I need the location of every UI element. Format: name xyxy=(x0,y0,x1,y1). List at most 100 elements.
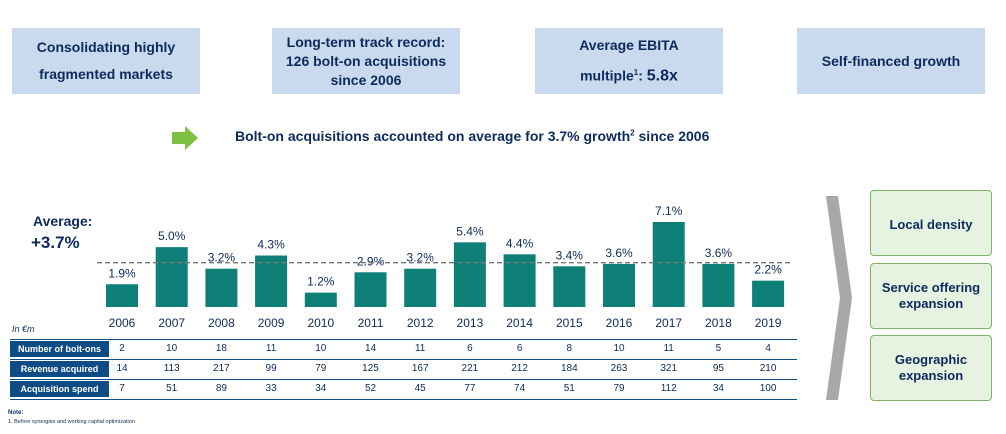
kpi-box-markets: Consolidating highly fragmented markets xyxy=(12,28,200,94)
table-cell: 100 xyxy=(759,383,777,394)
kpi-box-self-financed-line1: Self-financed growth xyxy=(821,52,961,69)
table-cell: 10 xyxy=(166,343,178,354)
table-cell: 74 xyxy=(514,383,526,394)
table-cell: 51 xyxy=(563,383,575,394)
value-label-2018: 3.6% xyxy=(705,246,733,260)
kpi-box-ebita-line2: multiple1: 5.8x xyxy=(580,63,678,86)
table-cell: 95 xyxy=(712,363,724,374)
bar-2016 xyxy=(603,263,635,307)
bar-2009 xyxy=(255,255,288,307)
value-label-2011: 2.9% xyxy=(357,254,385,268)
x-tick-2012: 2012 xyxy=(407,316,434,330)
headline-text: Bolt-on acquisitions accounted on averag… xyxy=(235,128,631,144)
kpi-box-ebita-value: 5.8x xyxy=(646,67,678,85)
table-cell: 112 xyxy=(660,383,677,394)
table-cell: 10 xyxy=(613,343,625,354)
x-tick-2007: 2007 xyxy=(158,316,185,330)
bar-2007 xyxy=(155,247,188,307)
table-cell: 217 xyxy=(213,363,230,374)
table-divider xyxy=(10,339,797,340)
table-cell: 51 xyxy=(166,383,178,394)
headline: Bolt-on acquisitions accounted on averag… xyxy=(235,128,709,144)
value-label-2009: 4.3% xyxy=(257,238,285,252)
table-cell: 5 xyxy=(715,343,722,354)
value-label-2016: 3.6% xyxy=(605,246,633,260)
table-cell: 4 xyxy=(765,343,771,354)
kpi-box-track-line3: since 2006 xyxy=(330,71,402,88)
kpi-box-track-line2: 126 bolt-on acquisitions xyxy=(285,52,447,69)
table-divider xyxy=(10,399,797,400)
table-cell: 11 xyxy=(414,343,426,354)
table-cell: 167 xyxy=(411,363,429,374)
table-row-label: Revenue acquired xyxy=(10,361,109,377)
note-title: Note: xyxy=(8,410,24,416)
table-cell: 6 xyxy=(516,343,523,354)
x-tick-2010: 2010 xyxy=(307,316,334,330)
value-label-2008: 3.2% xyxy=(208,251,236,265)
kpi-box-track-record: Long-term track record: 126 bolt-on acqu… xyxy=(272,28,460,94)
table-cell: 18 xyxy=(215,343,227,354)
kpi-box-markets-line2: fragmented markets xyxy=(39,66,173,82)
value-label-2013: 5.4% xyxy=(456,224,484,238)
note-text: 1. Before synergies and working capital … xyxy=(8,419,135,425)
bar-2019 xyxy=(752,280,785,307)
table-divider xyxy=(10,359,797,360)
table-row-label: Acquisition spend xyxy=(10,381,109,397)
table-cell: 77 xyxy=(464,383,476,394)
kpi-box-markets-line1: Consolidating highly xyxy=(36,39,176,55)
table-cell: 11 xyxy=(663,343,674,354)
table-cell: 14 xyxy=(116,363,128,374)
kpi-box-ebita: Average EBITA multiple1: 5.8x xyxy=(535,28,723,94)
x-tick-2017: 2017 xyxy=(655,316,682,330)
kpi-box-track-line1: Long-term track record: xyxy=(286,33,446,50)
kpi-box-ebita-colon: : xyxy=(638,67,647,84)
unit-label: In €m xyxy=(12,324,35,334)
x-tick-2014: 2014 xyxy=(506,316,533,330)
x-tick-2009: 2009 xyxy=(258,316,285,330)
kpi-box-ebita-footnote: 1 xyxy=(633,68,639,78)
table-cell: 79 xyxy=(613,383,625,394)
side-box-local-density: Local density xyxy=(870,190,992,256)
x-tick-2011: 2011 xyxy=(358,316,384,330)
table-cell: 11 xyxy=(265,343,277,354)
average-value: +3.7% xyxy=(31,233,80,252)
bar-2006 xyxy=(106,284,138,307)
table-cell: 6 xyxy=(467,343,473,354)
x-tick-2008: 2008 xyxy=(208,316,235,330)
table-cell: 221 xyxy=(461,363,479,374)
table-cell: 210 xyxy=(759,363,777,374)
table-cell: 79 xyxy=(315,363,327,374)
x-tick-2006: 2006 xyxy=(109,316,136,330)
table-row-label: Number of bolt-ons xyxy=(10,341,109,357)
x-tick-2016: 2016 xyxy=(606,316,633,330)
side-box-service-offering: Service offering expansion xyxy=(870,263,992,329)
table-cell: 263 xyxy=(610,363,628,374)
table-cell: 52 xyxy=(364,383,377,394)
value-label-2010: 1.2% xyxy=(307,275,335,289)
table-cell: 8 xyxy=(566,343,573,354)
value-label-2019: 2.2% xyxy=(754,263,782,277)
kpi-box-self-financed: Self-financed growth xyxy=(797,28,985,94)
table-cell: 89 xyxy=(215,383,227,394)
value-label-2015: 3.4% xyxy=(556,248,584,262)
table-cell: 14 xyxy=(364,343,377,354)
headline-footnote: 2 xyxy=(630,128,635,138)
table-cell: 7 xyxy=(119,383,125,394)
x-tick-2018: 2018 xyxy=(705,316,732,330)
side-box-geographic: Geographic expansion xyxy=(870,335,992,401)
average-label: Average: xyxy=(33,213,93,229)
table-cell: 34 xyxy=(315,383,327,394)
bar-2017 xyxy=(652,222,685,307)
table-cell: 212 xyxy=(511,363,528,374)
table-cell: 99 xyxy=(265,363,277,374)
table-cell: 34 xyxy=(712,383,724,394)
table-divider xyxy=(10,379,797,380)
value-label-2006: 1.9% xyxy=(108,266,136,280)
value-label-2007: 5.0% xyxy=(158,229,186,243)
bar-2013 xyxy=(453,242,486,307)
table-cell: 125 xyxy=(362,363,379,374)
bar-2012 xyxy=(404,268,437,307)
value-label-2017: 7.1% xyxy=(655,204,683,218)
